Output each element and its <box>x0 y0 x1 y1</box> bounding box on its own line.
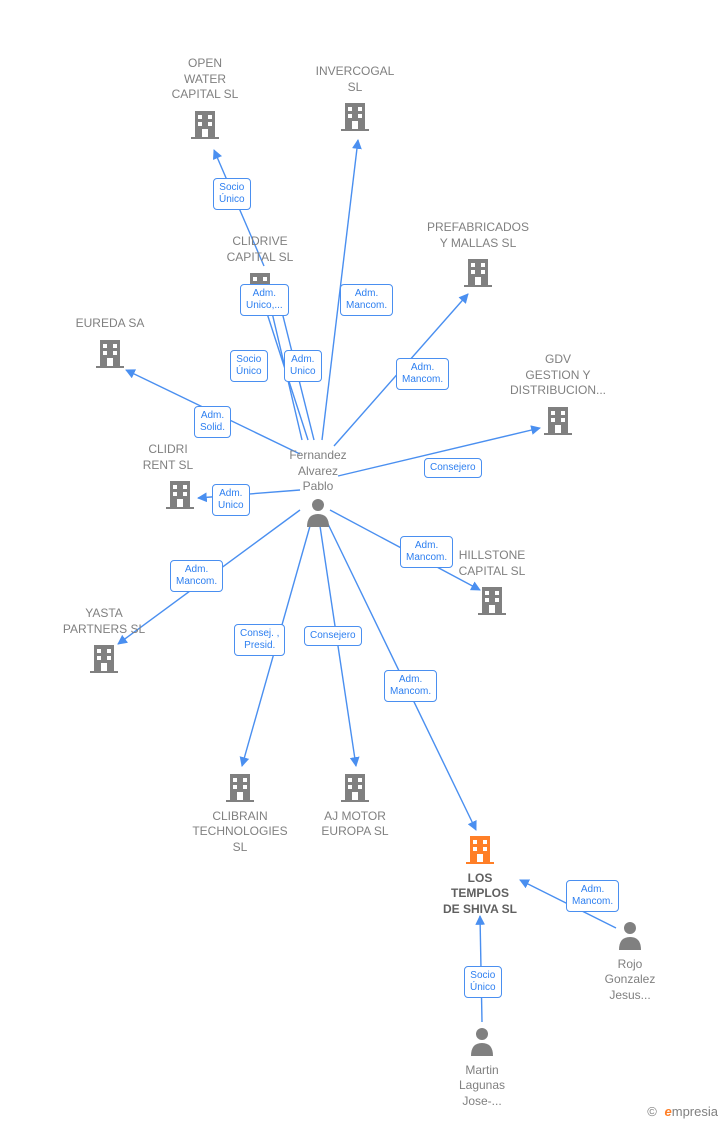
building-icon <box>300 99 410 136</box>
edge-label: Adm. Unico <box>284 350 322 382</box>
node-label: CLIDRIVE CAPITAL SL <box>205 234 315 265</box>
edge-label: Socio Único <box>213 178 251 210</box>
node-label: CLIBRAIN TECHNOLOGIES SL <box>185 809 295 856</box>
edge-label: Socio Único <box>464 966 502 998</box>
graph-node[interactable]: CLIDRI RENT SL <box>125 440 235 514</box>
building-icon <box>49 641 159 678</box>
edge-line <box>330 510 480 590</box>
edge-label: Adm. Mancom. <box>170 560 223 592</box>
graph-node[interactable]: CLIDRIVE CAPITAL SL <box>205 232 315 306</box>
edge-label: Consej. , Presid. <box>234 624 285 656</box>
graph-node[interactable]: Rojo Gonzalez Jesus... <box>575 920 685 1003</box>
center-node[interactable]: Fernandez Alvarez Pablo <box>268 446 368 531</box>
graph-node[interactable]: LOS TEMPLOS DE SHIVA SL <box>425 832 535 917</box>
building-icon <box>185 770 295 807</box>
building-icon <box>503 403 613 440</box>
person-icon <box>427 1026 537 1061</box>
edge-label: Socio Único <box>230 350 268 382</box>
building-icon <box>125 477 235 514</box>
graph-node[interactable]: INVERCOGAL SL <box>300 62 410 136</box>
brand-first-letter: e <box>665 1104 672 1119</box>
graph-node[interactable]: OPEN WATER CAPITAL SL <box>150 54 260 143</box>
building-icon <box>300 770 410 807</box>
node-label: LOS TEMPLOS DE SHIVA SL <box>425 871 535 918</box>
edge-line <box>520 880 616 928</box>
building-icon <box>425 832 535 869</box>
graph-node[interactable]: HILLSTONE CAPITAL SL <box>437 546 547 620</box>
graph-node[interactable]: CLIBRAIN TECHNOLOGIES SL <box>185 770 295 855</box>
edge-line <box>320 526 356 766</box>
building-icon <box>205 269 315 306</box>
edge-label: Adm. Mancom. <box>396 358 449 390</box>
edge-label: Adm. Mancom. <box>384 670 437 702</box>
edge-label: Consejero <box>304 626 362 646</box>
edge-line <box>328 524 476 830</box>
edge-line <box>264 304 308 440</box>
graph-node[interactable]: Martin Lagunas Jose-... <box>427 1026 537 1109</box>
node-label: Rojo Gonzalez Jesus... <box>575 957 685 1004</box>
footer-credit: © empresia <box>647 1104 718 1119</box>
edge-line <box>480 916 482 1022</box>
graph-node[interactable]: AJ MOTOR EUROPA SL <box>300 770 410 840</box>
node-label: EUREDA SA <box>55 316 165 332</box>
building-icon <box>423 255 533 292</box>
building-icon <box>437 583 547 620</box>
node-label: OPEN WATER CAPITAL SL <box>150 56 260 103</box>
person-icon <box>268 497 368 532</box>
node-label: GDV GESTION Y DISTRIBUCION... <box>503 352 613 399</box>
edge-line <box>322 140 358 440</box>
graph-node[interactable]: GDV GESTION Y DISTRIBUCION... <box>503 350 613 439</box>
edge-line <box>198 490 300 498</box>
node-label: CLIDRI RENT SL <box>101 442 235 473</box>
edge-line <box>270 304 302 440</box>
edge-line <box>334 294 468 446</box>
person-icon <box>575 920 685 955</box>
node-label: HILLSTONE CAPITAL SL <box>437 548 547 579</box>
edge-line <box>338 428 540 476</box>
edge-label: Adm. Solid. <box>194 406 231 438</box>
brand-rest: mpresia <box>672 1104 718 1119</box>
graph-node[interactable]: PREFABRICADOS Y MALLAS SL <box>423 218 533 292</box>
edge-label: Adm. Mancom. <box>400 536 453 568</box>
node-label: YASTA PARTNERS SL <box>49 606 159 637</box>
edge-line <box>126 370 300 454</box>
building-icon <box>55 336 165 373</box>
edge-label: Adm. Mancom. <box>340 284 393 316</box>
node-label: Fernandez Alvarez Pablo <box>268 448 368 495</box>
edge-line <box>118 510 300 644</box>
node-label: PREFABRICADOS Y MALLAS SL <box>423 220 533 251</box>
node-label: AJ MOTOR EUROPA SL <box>300 809 410 840</box>
edge-label: Adm. Mancom. <box>566 880 619 912</box>
edge-line <box>214 150 264 266</box>
edges-layer <box>0 0 728 1125</box>
node-label: INVERCOGAL SL <box>300 64 410 95</box>
graph-node[interactable]: YASTA PARTNERS SL <box>49 604 159 678</box>
node-label: Martin Lagunas Jose-... <box>427 1063 537 1110</box>
edge-label: Adm. Unico <box>212 484 250 516</box>
copyright-symbol: © <box>647 1104 657 1119</box>
edge-label: Adm. Unico,... <box>240 284 289 316</box>
building-icon <box>150 107 260 144</box>
edge-line <box>280 304 314 440</box>
edge-line <box>242 526 310 766</box>
edge-label: Consejero <box>424 458 482 478</box>
graph-node[interactable]: EUREDA SA <box>55 314 165 372</box>
